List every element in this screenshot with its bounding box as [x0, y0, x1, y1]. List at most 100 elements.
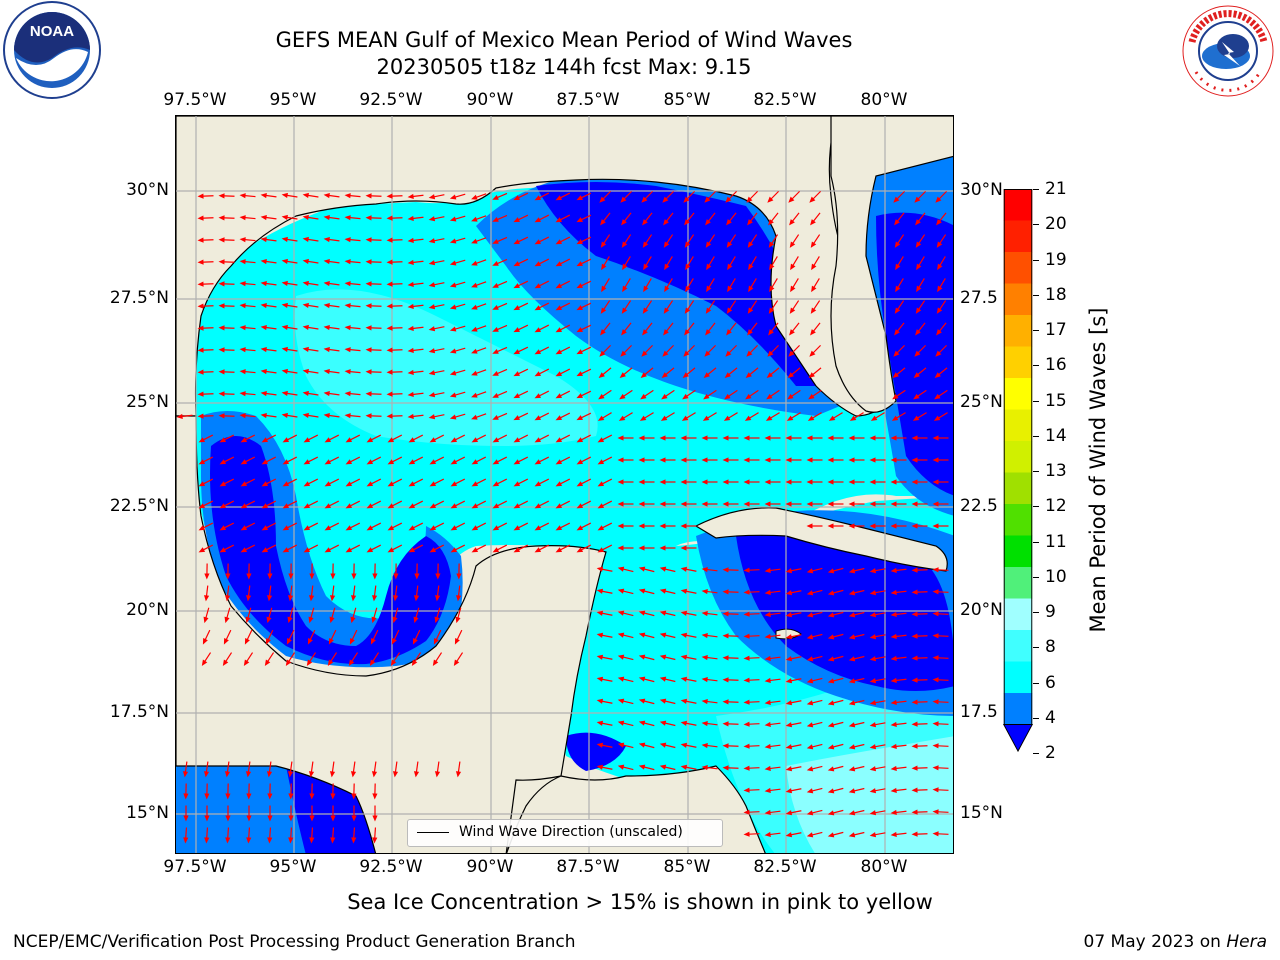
- colorbar-tick-label: 20: [1045, 214, 1067, 235]
- wave-direction-arrowhead: [827, 744, 835, 750]
- wave-direction-arrowhead: [408, 547, 416, 553]
- colorbar-segment: [1003, 535, 1033, 568]
- colorbar-segment: [1003, 630, 1033, 662]
- wave-direction-arrowhead: [911, 765, 918, 771]
- wave-direction-arrowhead: [848, 501, 855, 507]
- wave-direction-arrowhead: [243, 659, 250, 666]
- wave-direction-arrowhead: [244, 638, 250, 645]
- wave-direction-arrowhead: [450, 437, 458, 443]
- wave-direction-arrowhead: [810, 241, 817, 248]
- wave-direction-arrowhead: [764, 831, 771, 838]
- nws-logo: [1178, 2, 1278, 100]
- colorbar-tick-mark: [1033, 717, 1039, 719]
- wave-direction-arrowhead: [555, 371, 563, 377]
- wave-direction-arrowhead: [239, 325, 246, 331]
- wave-direction-arrowhead: [684, 219, 690, 226]
- wave-direction-arrowhead: [890, 435, 897, 441]
- wave-direction-arrowhead: [619, 372, 626, 379]
- wave-direction-arrowhead: [890, 457, 897, 463]
- chart-subtitle-run: 20230505 t18z 144h fcst Max: 9.15: [376, 55, 752, 79]
- wave-direction-arrowhead: [617, 764, 625, 770]
- ne-gulf-2-4s: [536, 182, 836, 386]
- wave-direction-arrowhead: [266, 616, 272, 624]
- wave-direction-arrowhead: [369, 659, 376, 666]
- wave-direction-arrowhead: [492, 392, 499, 398]
- wave-direction-arrowhead: [392, 595, 399, 602]
- wave-direction-arrowhead: [827, 612, 835, 618]
- wave-direction-arrowhead: [218, 369, 225, 375]
- wave-direction-arrowhead: [701, 654, 708, 661]
- wave-direction-arrowhead: [701, 479, 708, 485]
- wave-direction-arrowhead: [407, 303, 414, 309]
- wave-direction-arrowhead: [351, 837, 357, 844]
- wave-direction-arrowhead: [597, 437, 605, 443]
- wave-direction-arrowhead: [827, 656, 835, 662]
- wave-direction-arrowhead: [434, 595, 441, 602]
- wave-direction-arrowhead: [328, 638, 334, 645]
- wave-direction-arrowhead: [664, 285, 670, 293]
- wave-direction-arrowhead: [806, 501, 813, 507]
- wave-direction-arrowhead: [555, 217, 563, 223]
- wave-direction-arrowhead: [309, 815, 315, 822]
- wave-direction-arrowhead: [198, 437, 206, 443]
- wave-direction-arrowhead: [449, 414, 457, 420]
- wave-direction-arrowhead: [392, 616, 398, 624]
- wave-direction-arrowhead: [767, 196, 774, 203]
- wave-direction-arrowhead: [576, 217, 583, 223]
- wave-direction-arrowhead: [471, 216, 478, 222]
- wave-direction-arrowhead: [281, 280, 288, 287]
- wave-direction-arrowhead: [785, 457, 792, 463]
- colorbar-segment: [1003, 693, 1033, 725]
- wave-direction-arrowhead: [642, 241, 649, 248]
- wave-direction-arrowhead: [281, 302, 288, 309]
- wave-direction-arrowhead: [350, 771, 357, 778]
- wave-direction-arrowhead: [365, 193, 372, 199]
- wave-direction-arrowhead: [492, 304, 499, 310]
- wave-direction-arrowhead: [288, 837, 294, 844]
- mexico-landmass: [176, 415, 607, 853]
- wave-direction-arrowhead: [811, 285, 817, 293]
- wave-direction-arrowhead: [323, 324, 330, 331]
- wave-direction-arrowhead: [932, 787, 939, 793]
- wave-direction-arrowhead: [809, 350, 816, 357]
- wave-direction-arrowhead: [892, 393, 899, 400]
- wave-direction-arrowhead: [513, 327, 520, 333]
- wave-direction-arrowhead: [600, 307, 607, 314]
- wave-direction-arrowhead: [680, 523, 687, 529]
- wave-direction-arrowhead: [513, 547, 521, 553]
- wave-direction-arrowhead: [534, 327, 542, 333]
- wave-direction-arrowhead: [435, 573, 441, 580]
- wave-direction-arrowhead: [932, 457, 939, 463]
- wave-direction-arrowhead: [911, 831, 918, 837]
- wave-direction-arrowhead: [682, 372, 689, 379]
- wave-direction-arrowhead: [455, 595, 462, 602]
- wave-direction-arrowhead: [348, 659, 355, 666]
- wave-direction-arrowhead: [726, 219, 732, 226]
- wave-direction-arrowhead: [911, 809, 918, 815]
- colorbar-tick-mark: [1033, 294, 1039, 296]
- wave-direction-arrowhead: [281, 258, 288, 265]
- wave-direction-arrowhead: [366, 437, 374, 443]
- wave-direction-arrowhead: [617, 545, 624, 551]
- wave-direction-arrowhead: [597, 525, 605, 531]
- wave-direction-arrowhead: [324, 503, 332, 509]
- wave-direction-arrowhead: [596, 676, 604, 682]
- wave-direction-arrowhead: [726, 241, 733, 248]
- wave-direction-arrowhead: [282, 481, 290, 487]
- wave-direction-arrowhead: [848, 634, 856, 640]
- wave-direction-arrowhead: [806, 810, 814, 816]
- wave-direction-arrowhead: [659, 720, 667, 726]
- wave-direction-arrowhead: [345, 437, 353, 443]
- wave-direction-arrowhead: [449, 392, 457, 398]
- wave-direction-arrowhead: [239, 369, 246, 375]
- wave-direction-arrowhead: [915, 329, 921, 336]
- wave-direction-arrowhead: [371, 771, 378, 778]
- wave-direction-arrowhead: [806, 457, 813, 463]
- wave-direction-arrowhead: [245, 771, 252, 778]
- wave-direction-arrowhead: [197, 237, 204, 243]
- wave-direction-arrowhead: [911, 721, 918, 727]
- colorbar-tick-mark: [1033, 435, 1039, 437]
- wave-direction-arrowhead: [911, 589, 918, 595]
- colorbar-tick-label: 14: [1045, 425, 1067, 446]
- wave-direction-arrowhead: [764, 633, 771, 640]
